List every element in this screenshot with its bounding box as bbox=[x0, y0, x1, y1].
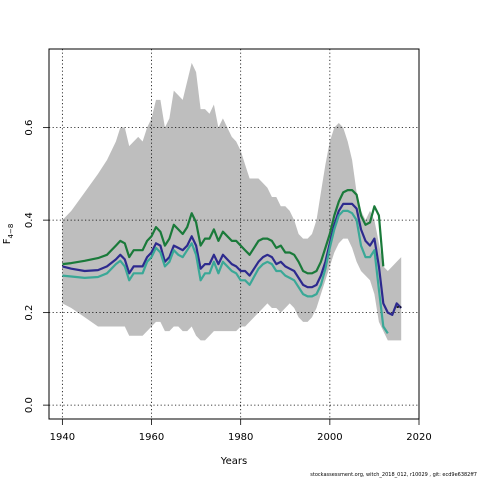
confidence-band bbox=[62, 62, 402, 341]
x-tick-label: 1960 bbox=[139, 432, 164, 443]
series-layer bbox=[62, 189, 402, 335]
y-axis-title: F4−8 bbox=[2, 224, 15, 245]
y-tick-label: 0.4 bbox=[24, 212, 35, 228]
series-line-3 bbox=[62, 209, 389, 335]
source-footer: stockassessment.org, witch_2018_012, r10… bbox=[310, 472, 477, 478]
x-axis-title: Years bbox=[220, 456, 247, 467]
y-axis-title-main: F bbox=[2, 238, 13, 244]
x-tick-label: 1940 bbox=[50, 432, 75, 443]
series-line-1 bbox=[62, 189, 385, 275]
y-tick-label: 0.2 bbox=[24, 305, 35, 321]
x-tick-label: 1980 bbox=[228, 432, 253, 443]
y-axis: 0.0 0.2 0.4 0.6 bbox=[24, 120, 49, 413]
series-line-2 bbox=[62, 202, 402, 316]
confidence-band-layer bbox=[62, 62, 402, 341]
x-axis: 1940 1960 1980 2000 2020 bbox=[50, 419, 432, 443]
plot-frame bbox=[48, 48, 420, 420]
y-tick-label: 0.0 bbox=[24, 397, 35, 413]
x-tick-label: 2020 bbox=[406, 432, 431, 443]
x-tick-label: 2000 bbox=[317, 432, 342, 443]
y-tick-label: 0.6 bbox=[24, 120, 35, 136]
y-axis-title-subscript: 4−8 bbox=[7, 224, 15, 239]
